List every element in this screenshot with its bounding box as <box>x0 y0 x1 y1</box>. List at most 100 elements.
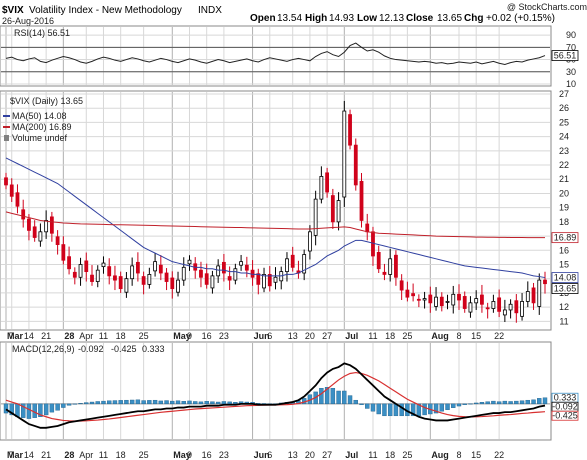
macd-histogram-bar <box>324 387 330 405</box>
macd-histogram-bar <box>525 399 530 405</box>
macd-x-tick-label: 22 <box>494 450 504 460</box>
macd-x-tick-label: Jul <box>345 450 358 460</box>
macd-histogram-bar <box>84 402 89 405</box>
macd-histogram-bar <box>422 403 427 416</box>
price-x-tick-label: Mar <box>7 331 24 341</box>
price-x-tick-label: Jul <box>345 331 358 341</box>
macd-histogram-bar <box>55 403 60 411</box>
price-layer <box>4 100 547 323</box>
price-tick-label: 16 <box>559 245 569 255</box>
candle-body <box>376 252 381 270</box>
ma200-line <box>5 211 545 239</box>
quote-summary: Open 13.54 High 14.93 Low 12.13 Close 13… <box>250 13 555 24</box>
macd-histogram-bar <box>502 400 508 405</box>
macd-x-tick-label: 15 <box>471 450 481 460</box>
macd-histogram-bar <box>330 388 336 405</box>
candle-body <box>130 265 135 280</box>
candle-body <box>394 254 398 278</box>
price-x-tick-label: 16 <box>202 331 212 341</box>
candle-body <box>313 198 318 236</box>
macd-histogram-bar <box>170 400 175 405</box>
macd-histogram-bar <box>107 400 112 405</box>
macd-histogram-bar <box>485 401 490 405</box>
candle-body <box>525 291 530 302</box>
gridlines <box>1 27 550 439</box>
macd-histogram-bar <box>468 403 473 405</box>
macd-x-tick-label: Mar <box>7 450 24 460</box>
rsi-tick-label: 90 <box>566 30 576 40</box>
price-x-tick-label: 11 <box>368 331 377 341</box>
candle-body <box>84 260 89 272</box>
macd-histogram-bar <box>227 401 232 405</box>
price-x-tick-label: 13 <box>288 331 298 341</box>
macd-histogram-bar <box>124 399 129 405</box>
macd-histogram-bar <box>152 399 158 405</box>
price-x-tick-label: 23 <box>219 331 229 341</box>
macd-histogram-bar <box>319 388 324 405</box>
legend-swatch-volume <box>4 135 9 141</box>
macd-x-tick-label: 18 <box>116 450 126 460</box>
candle-body <box>147 274 152 285</box>
candle-body <box>44 220 49 233</box>
macd-histogram-bar <box>456 403 462 407</box>
candle-body <box>216 265 221 277</box>
candle-body <box>32 226 37 238</box>
macd-histogram-bar <box>38 403 43 417</box>
macd-histogram-bar <box>175 400 181 405</box>
price-x-tick-label: 11 <box>99 331 108 341</box>
legend-ma50: MA(50) 14.08 <box>12 111 67 121</box>
candle-body <box>514 300 519 314</box>
candle-body <box>468 302 473 313</box>
macd-x-tick-label: 25 <box>402 450 412 460</box>
candle-body <box>239 261 243 266</box>
rsi-value-tag-label: 56.51 <box>554 51 577 61</box>
macd-histogram-bar <box>531 399 536 405</box>
candle-body <box>49 216 54 234</box>
candle-body <box>451 293 456 306</box>
price-tick-label: 27 <box>559 89 569 99</box>
macd-histogram-bar <box>491 400 496 405</box>
candle-body <box>497 297 502 312</box>
macd-histogram-bar <box>66 403 72 406</box>
macd-x-tick-label: 25 <box>139 450 149 460</box>
macd-histogram-bar <box>342 390 347 405</box>
macd-histogram-bar <box>21 403 26 418</box>
watermark: @ StockCharts.com <box>507 2 587 12</box>
candle-body <box>359 180 364 221</box>
macd-histogram-bar <box>147 400 152 405</box>
macd-value: -0.092 <box>78 344 104 354</box>
price-x-tick-label: 22 <box>494 331 504 341</box>
candle-body <box>78 264 83 278</box>
macd-x-tick-label: 20 <box>305 450 315 460</box>
price-tick-label: 11 <box>559 316 568 326</box>
macd-histogram-bar <box>462 403 467 405</box>
price-tick-label: 20 <box>559 188 569 198</box>
macd-histogram-bar <box>353 399 358 405</box>
price-x-tick-label: 14 <box>24 331 34 341</box>
candle-body <box>457 293 461 301</box>
ma50-line <box>5 157 546 279</box>
candle-body <box>543 279 547 285</box>
macd-histogram-bar <box>9 403 14 416</box>
candle-body <box>485 307 490 310</box>
rsi-tick-label: 10 <box>566 79 576 89</box>
candle-body <box>273 276 278 283</box>
price-x-tick-label: 21 <box>41 331 51 341</box>
price-tick-label: 24 <box>559 132 569 142</box>
candle-body <box>164 272 169 282</box>
macd-histogram-bar <box>473 402 479 405</box>
candle-body <box>405 289 410 298</box>
macd-histogram-bar <box>537 398 542 405</box>
macd-histogram-bar <box>141 400 146 405</box>
candle-body <box>141 276 146 285</box>
macd-histogram-bar <box>445 403 450 410</box>
macd-histogram-bar <box>43 403 49 416</box>
candle-body <box>101 262 106 268</box>
macd-signal-value: -0.425 <box>111 344 137 354</box>
rsi-value-tag <box>551 50 579 61</box>
macd-histogram-bar <box>204 401 209 405</box>
macd-histogram-bar <box>26 403 32 419</box>
open-label: Open <box>250 13 276 24</box>
price-value-tag-label: 13.65 <box>554 284 577 294</box>
macd-x-tick-label: 16 <box>202 450 212 460</box>
